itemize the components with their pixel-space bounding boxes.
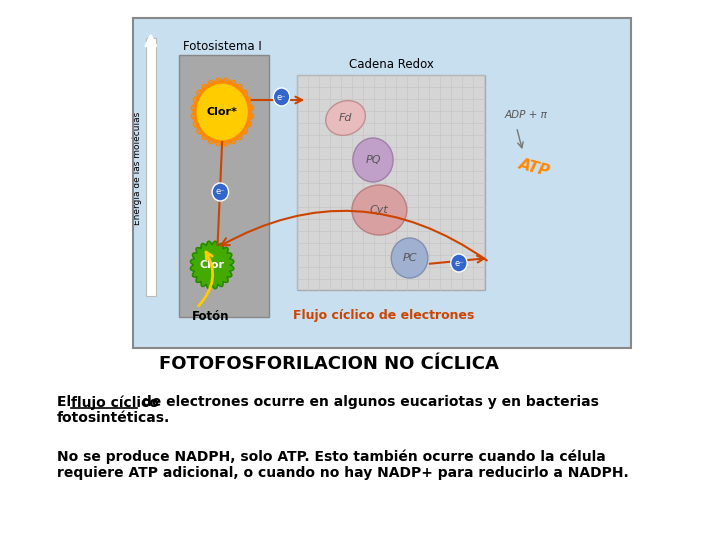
Ellipse shape (352, 185, 407, 235)
Circle shape (451, 254, 467, 272)
Text: Clor: Clor (199, 260, 225, 270)
Circle shape (353, 138, 393, 182)
Text: Fotón: Fotón (192, 309, 229, 322)
Text: Fotosistema I: Fotosistema I (183, 39, 261, 52)
Text: e⁻: e⁻ (215, 187, 225, 197)
Text: requiere ATP adicional, o cuando no hay NADP+ para reducirlo a NADPH.: requiere ATP adicional, o cuando no hay … (57, 466, 629, 480)
Circle shape (391, 238, 428, 278)
Text: ADP + π: ADP + π (505, 110, 547, 120)
Text: Cadena Redox: Cadena Redox (348, 57, 433, 71)
Text: ATP: ATP (518, 157, 552, 179)
Text: PC: PC (402, 253, 417, 263)
Text: Clor*: Clor* (207, 107, 238, 117)
Text: PQ: PQ (365, 155, 381, 165)
Ellipse shape (325, 100, 365, 136)
Circle shape (212, 183, 228, 201)
Text: de electrones ocurre en algunos eucariotas y en bacterias: de electrones ocurre en algunos eucariot… (137, 395, 599, 409)
Text: Energía de las moléculas: Energía de las moléculas (132, 111, 142, 225)
Bar (146, 38, 156, 296)
Text: flujo cíclico: flujo cíclico (71, 395, 159, 409)
Text: No se produce NADPH, solo ATP. Esto también ocurre cuando la célula: No se produce NADPH, solo ATP. Esto tamb… (57, 450, 606, 464)
Circle shape (194, 82, 250, 142)
Text: e⁻: e⁻ (276, 92, 287, 102)
Bar (179, 55, 269, 317)
Bar (297, 75, 485, 290)
Text: Cyt: Cyt (370, 205, 389, 215)
Text: Fd: Fd (339, 113, 352, 123)
Circle shape (274, 88, 289, 106)
Text: El: El (57, 395, 76, 409)
Polygon shape (190, 241, 234, 289)
Text: Flujo cíclico de electrones: Flujo cíclico de electrones (293, 309, 474, 322)
Bar (132, 18, 631, 348)
Text: e⁻: e⁻ (454, 259, 464, 267)
Bar (132, 18, 631, 348)
Text: fotosintéticas.: fotosintéticas. (57, 411, 170, 425)
Text: FOTOFOSFORILACION NO CÍCLICA: FOTOFOSFORILACION NO CÍCLICA (159, 355, 499, 373)
